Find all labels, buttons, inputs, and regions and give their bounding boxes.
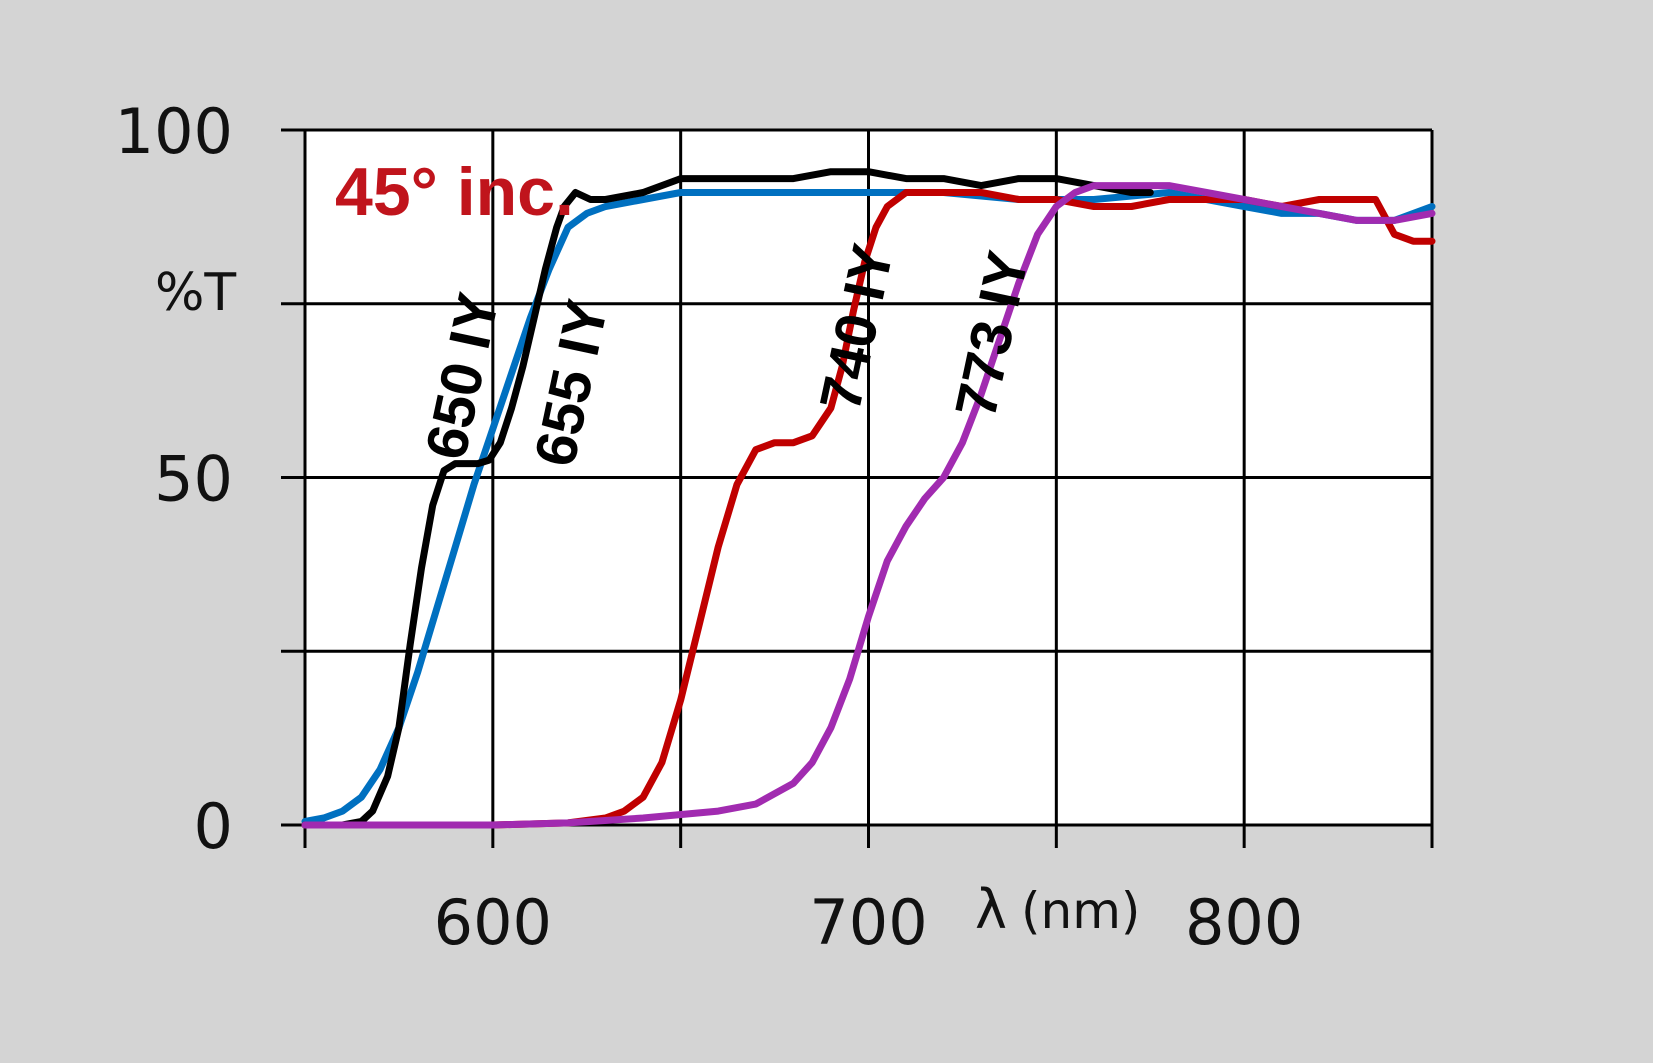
y-tick-label: 0 xyxy=(194,790,233,863)
x-axis-unit: (nm) xyxy=(1021,882,1140,940)
y-axis-label: %T xyxy=(155,263,236,323)
y-tick-label: 100 xyxy=(115,95,233,168)
y-tick-label: 50 xyxy=(154,443,233,516)
series-line xyxy=(301,189,1436,825)
series-line xyxy=(301,182,1436,829)
x-tick-label: 600 xyxy=(434,886,552,959)
x-tick-label: 700 xyxy=(809,886,927,959)
series-lines xyxy=(301,168,1436,829)
x-axis-symbol: λ xyxy=(975,878,1007,941)
series-labels: 650 IY 655 IY 740 IY 773 IY xyxy=(413,239,1041,472)
axis-ticks xyxy=(281,128,1434,848)
series-line xyxy=(301,189,1436,829)
x-tick-labels: 600 700 800 xyxy=(434,886,1304,959)
series-line xyxy=(301,168,1154,829)
annotation-incidence: 45° inc. xyxy=(335,154,574,230)
x-tick-label: 800 xyxy=(1185,886,1303,959)
y-tick-labels: 100 50 0 xyxy=(115,95,233,863)
